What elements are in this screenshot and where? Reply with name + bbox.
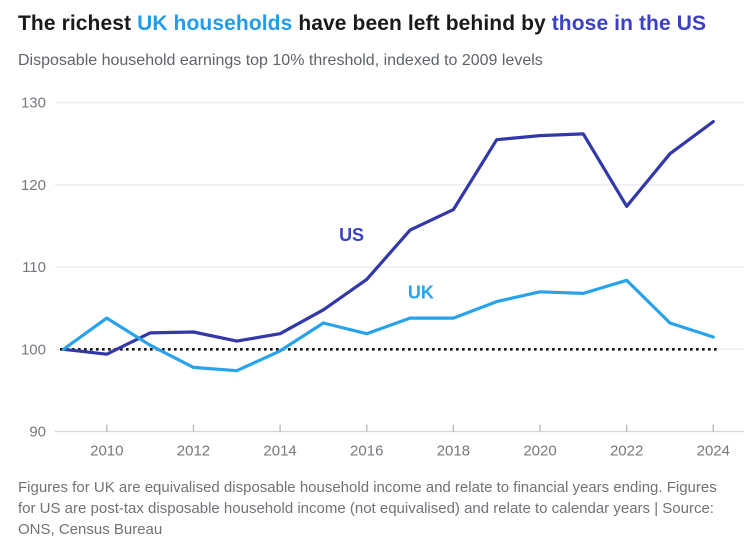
x-axis-label-2010: 2010 <box>90 443 123 460</box>
page-title: The richest UK households have been left… <box>18 12 733 36</box>
x-axis-label-2020: 2020 <box>523 443 556 460</box>
y-axis-label-110: 110 <box>22 259 46 276</box>
x-axis-label-2018: 2018 <box>437 443 470 460</box>
source-note: Figures for UK are equivalised disposabl… <box>18 479 717 538</box>
y-axis-label-90: 90 <box>29 424 46 441</box>
line-chart: 130 120 110 100 90 2010 2012 2014 2016 2018 2020 20… <box>21 95 744 460</box>
uk-line <box>61 278 715 373</box>
chart-subtitle: Disposable household earnings top 10% th… <box>18 52 543 69</box>
y-axis-label-130: 130 <box>21 95 46 112</box>
y-axis-label-120: 120 <box>21 177 46 194</box>
x-axis-label-2014: 2014 <box>263 443 296 460</box>
uk-series-label: UK <box>408 282 434 302</box>
us-series-label: US <box>339 225 364 245</box>
title-segment-2: have been left behind by <box>292 12 552 35</box>
title-segment-3: those in the US <box>551 12 707 35</box>
x-axis-label-2016: 2016 <box>350 443 383 460</box>
x-axis-label-2012: 2012 <box>177 443 210 460</box>
title-segment-1: UK households <box>137 12 293 35</box>
us-line <box>61 119 715 356</box>
x-axis-label-2024: 2024 <box>697 443 730 460</box>
y-axis-label-100: 100 <box>21 341 46 358</box>
x-axis-label-2022: 2022 <box>610 443 643 460</box>
title-segment-0: The richest <box>18 12 138 35</box>
